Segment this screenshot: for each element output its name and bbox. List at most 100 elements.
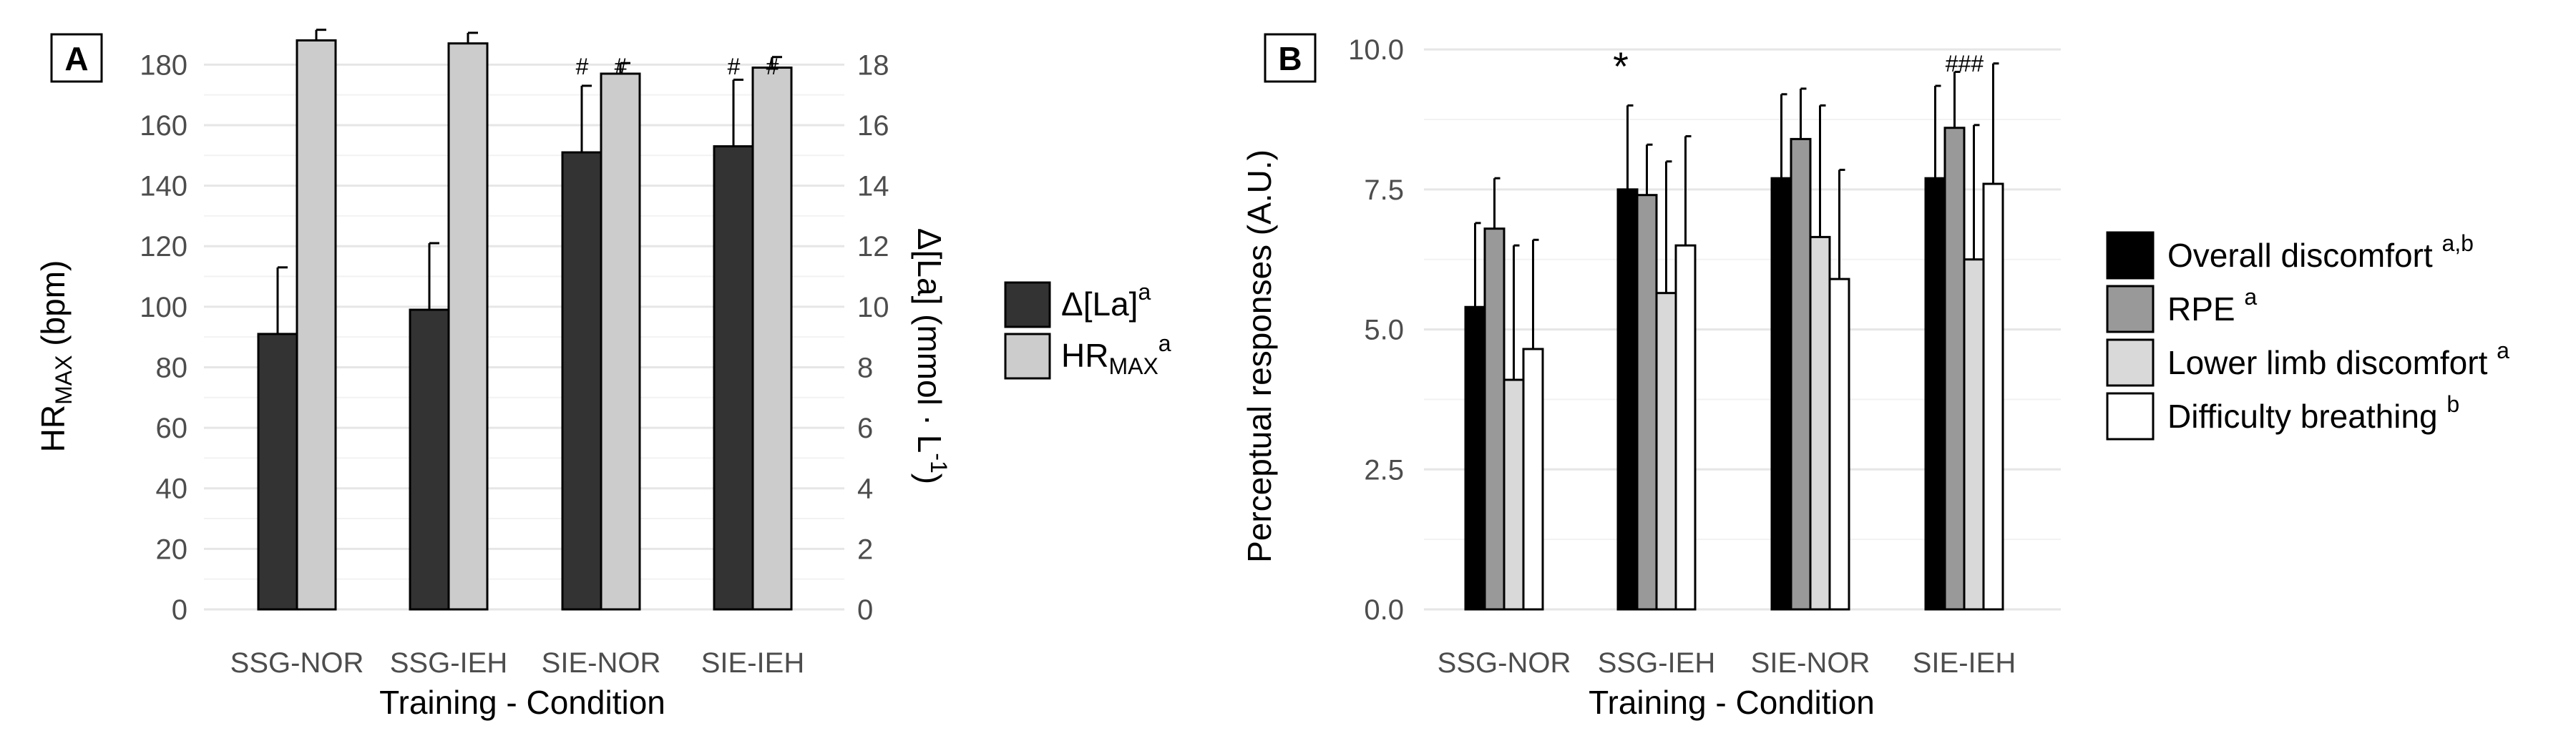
- panel-a-left-tick-label: 40: [156, 473, 188, 505]
- panel-a-annotation: #: [766, 54, 779, 79]
- panel-a-left-tick-label: 0: [172, 594, 187, 626]
- panel-a-bar: [447, 42, 489, 611]
- panel-a-right-tick-labels: 0 2 4 6 8 10 12 14 16 18: [857, 49, 889, 626]
- panel-b-legend-key: [2106, 285, 2155, 333]
- panel-b-bar: [1770, 177, 1792, 611]
- panel-a-left-tick-label: 160: [140, 110, 187, 142]
- panel-b-legend-key: [2106, 338, 2155, 387]
- panel-b-error-bars: [1474, 62, 1999, 381]
- panel-b-legend-label: RPE a: [2167, 284, 2257, 328]
- panel-b-y-tick-label: 7.5: [1364, 175, 1404, 206]
- panel-a-bar: [600, 72, 641, 611]
- panel-b-y-tick-label: 2.5: [1364, 454, 1404, 486]
- panel-b-bar: [1522, 348, 1544, 611]
- panel-b-bar: [1924, 177, 1946, 611]
- panel-b-annotations: * ###: [1613, 44, 1984, 89]
- panel-b-bar: [1828, 278, 1850, 611]
- panel-b-bar: [1963, 258, 1985, 611]
- panel-b-x-axis-title: Training - Condition: [1589, 684, 1875, 721]
- panel-a-annotations: # # # #: [575, 54, 779, 79]
- panel-b-x-tick-label: SIE-NOR: [1751, 647, 1870, 679]
- panel-b-bar: [1943, 127, 1966, 611]
- panel-b-bars: [1464, 127, 2004, 611]
- panel-a-left-tick-label: 180: [140, 49, 187, 81]
- panel-a-bars: [257, 39, 793, 611]
- panel-a-legend-key: [1004, 333, 1051, 380]
- panel-b-legend-key: [2106, 231, 2155, 280]
- panel-a-x-tick-label: SSG-IEH: [390, 647, 507, 679]
- panel-a-left-tick-label: 120: [140, 231, 187, 262]
- panel-b-bar: [1982, 182, 2004, 611]
- panel-b-bar: [1636, 194, 1658, 611]
- panel-b-bar: [1464, 305, 1486, 611]
- panel-b-x-tick-label: SSG-NOR: [1438, 647, 1571, 679]
- panel-a-right-tick-label: 2: [857, 534, 873, 565]
- panel-a-left-tick-label: 60: [156, 413, 188, 444]
- panel-a-left-tick-label: 140: [140, 171, 187, 202]
- panel-b-x-tick-label: SIE-IEH: [1913, 647, 2016, 679]
- panel-a-legend-label: Δ[La]a: [1061, 279, 1151, 323]
- panel-a-right-tick-label: 0: [857, 594, 873, 626]
- panel-a-right-tick-label: 18: [857, 49, 889, 81]
- panel-a-bar: [296, 39, 337, 611]
- panel-b-bar: [1483, 227, 1506, 611]
- panel-b-bar: [1809, 235, 1831, 611]
- panel-a-right-tick-label: 12: [857, 231, 889, 262]
- panel-b-x-tick-label: SSG-IEH: [1598, 647, 1715, 679]
- panel-b-y-tick-label: 10.0: [1348, 34, 1404, 66]
- panel-a-bar: [561, 151, 602, 611]
- panel-a-legend-label: HRMAXa: [1061, 330, 1171, 379]
- panel-a-x-tick-label: SIE-IEH: [701, 647, 804, 679]
- panel-b-label: B: [1278, 40, 1302, 77]
- panel-a-right-tick-label: 14: [857, 171, 889, 202]
- panel-a: A # # # # 0 20 40 60 80 100 120 140 160 180 0 2 4 6 8 10 1…: [34, 29, 1171, 721]
- panel-a-legend-key: [1004, 281, 1051, 328]
- panel-a-right-tick-label: 16: [857, 110, 889, 142]
- panel-a-x-tick-labels: SSG-NOR SSG-IEH SIE-NOR SIE-IEH: [230, 647, 805, 679]
- panel-b-legend-key: [2106, 392, 2155, 441]
- panel-a-left-tick-label: 80: [156, 352, 188, 383]
- panel-b-x-tick-labels: SSG-NOR SSG-IEH SIE-NOR SIE-IEH: [1438, 647, 2016, 679]
- panel-a-annotation: #: [614, 54, 628, 79]
- panel-a-right-tick-label: 10: [857, 292, 889, 323]
- panel-a-bar: [409, 308, 450, 611]
- panel-a-legend: Δ[La]a HRMAXa: [1004, 279, 1171, 380]
- panel-a-left-tick-labels: 0 20 40 60 80 100 120 140 160 180: [140, 49, 187, 626]
- panel-b-annotation: ###: [1945, 51, 1984, 77]
- panel-b-bar: [1674, 244, 1697, 611]
- panel-b-legend: Overall discomfort a,b RPE a Lower limb di…: [2106, 230, 2509, 441]
- panel-a-bar: [257, 333, 298, 611]
- panel-a-left-tick-label: 100: [140, 292, 187, 323]
- panel-a-x-tick-label: SIE-NOR: [542, 647, 661, 679]
- panel-a-right-tick-label: 8: [857, 352, 873, 383]
- panel-b-annotation: *: [1613, 44, 1629, 89]
- panel-b-bar: [1790, 137, 1812, 611]
- panel-b-y-tick-label: 5.0: [1364, 315, 1404, 346]
- panel-a-error-bars: [276, 29, 782, 334]
- panel-a-right-tick-label: 6: [857, 413, 873, 444]
- panel-a-label: A: [64, 40, 88, 77]
- panel-a-left-tick-label: 20: [156, 534, 188, 565]
- panel-b-y-tick-label: 0.0: [1364, 594, 1404, 626]
- panel-a-label-box: [50, 33, 103, 83]
- panel-b-y-tick-labels: 0.0 2.5 5.0 7.5 10.0: [1348, 34, 1404, 626]
- panel-b-legend-label: Overall discomfort a,b: [2167, 230, 2474, 274]
- panel-b-y-axis-title: Perceptual responses (A.U.): [1241, 149, 1278, 563]
- panel-b-label-box: [1264, 33, 1317, 83]
- panel-a-bar: [713, 145, 754, 611]
- panel-b-legend-label: Lower limb discomfort a: [2167, 338, 2509, 381]
- panel-a-left-axis-title: HRMAX (bpm): [34, 260, 77, 453]
- panel-a-bar: [751, 67, 793, 611]
- panel-a-right-axis-title: Δ[La] (mmol · L-1): [911, 228, 952, 484]
- panel-a-x-tick-label: SSG-NOR: [230, 647, 364, 679]
- panel-b-bar: [1655, 292, 1677, 611]
- panel-b-bar: [1616, 188, 1639, 611]
- panel-b-legend-label: Difficulty breathing b: [2167, 391, 2459, 435]
- panel-a-x-axis-title: Training - Condition: [379, 684, 665, 721]
- panel-b-bar: [1503, 378, 1525, 611]
- panel-a-right-tick-label: 4: [857, 473, 873, 505]
- panel-b: B * ### 0.0 2.5 5.0 7.5 10.0 SSG-NOR SSG-IEH SI…: [1241, 33, 2509, 721]
- panel-a-annotation: #: [575, 54, 589, 79]
- panel-a-annotation: #: [727, 54, 741, 79]
